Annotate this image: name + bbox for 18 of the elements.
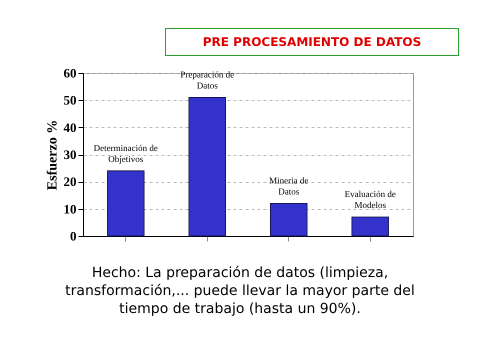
bar (270, 203, 308, 236)
y-tick-label: 30 (64, 147, 76, 162)
y-tick-label: 50 (64, 92, 76, 108)
y-axis-title: Esfuerzo % (46, 120, 60, 190)
y-tick-label: 0 (70, 228, 76, 244)
x-tick-label: Preparación de Datos (180, 69, 234, 90)
text: Hecho: La preparación de datos (limpieza, transformación,... puede llevar la mayor parte del tiempo de trabajo (hasta un 90%). (64, 264, 416, 318)
bar (107, 170, 145, 236)
y-tick-label: 40 (64, 120, 76, 135)
bar (351, 216, 389, 236)
x-tick-label: Evaluación de Modelos (344, 188, 396, 210)
chart-title: PRE PROCESAMIENTO DE DATOS (165, 28, 459, 56)
y-tick-label: 60 (64, 66, 76, 80)
y-tick-label: 10 (64, 201, 76, 216)
bar (188, 97, 226, 236)
x-tick-label: Mineria de Datos (269, 175, 308, 196)
x-tick-label: Determinación de Objetivos (94, 142, 158, 164)
y-tick-label: 20 (64, 174, 76, 190)
